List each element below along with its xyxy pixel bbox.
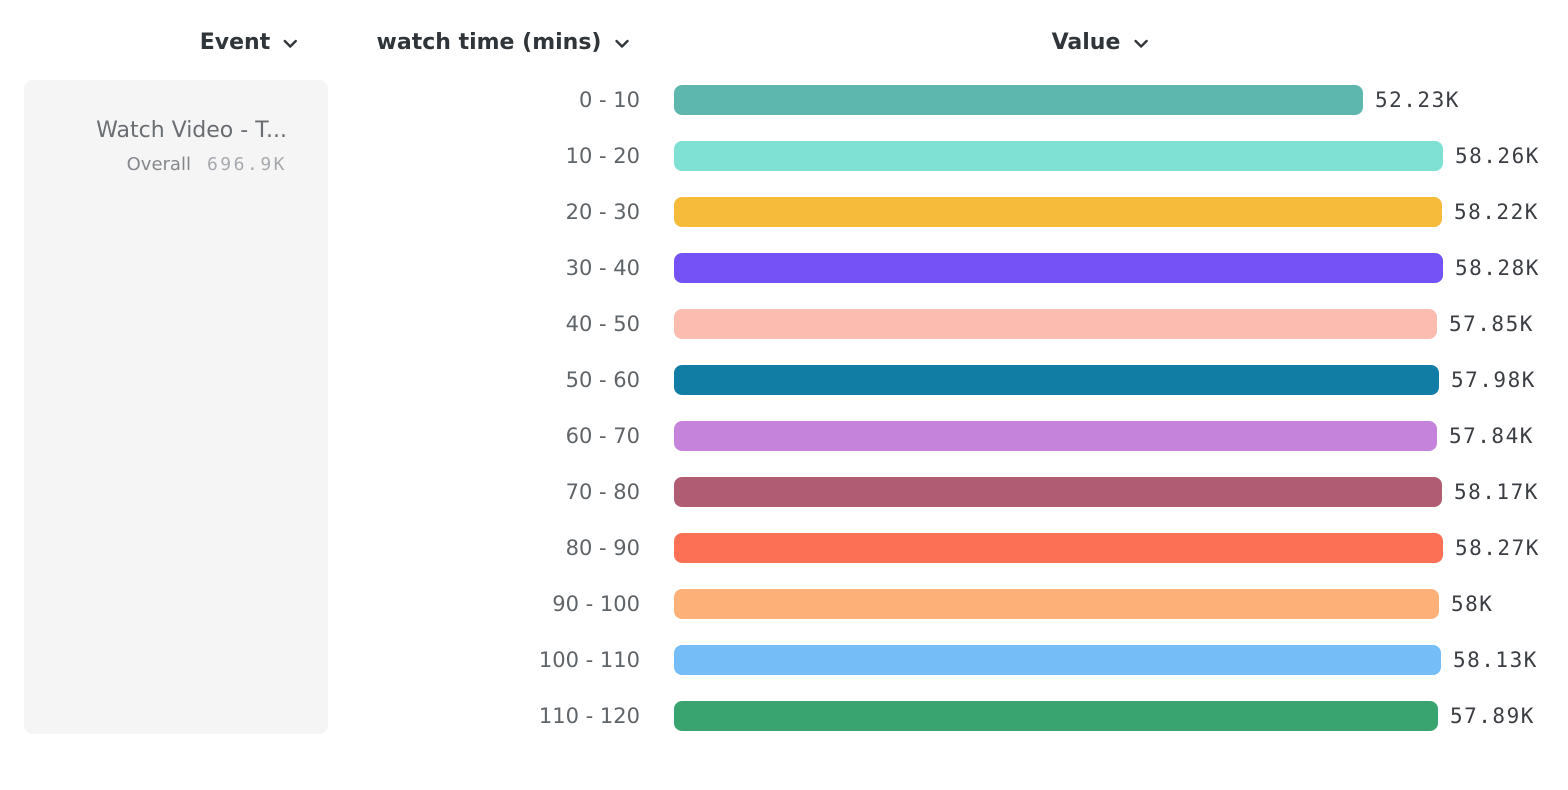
bucket-label: 10 - 20 bbox=[565, 144, 640, 168]
bucket-label: 70 - 80 bbox=[565, 480, 640, 504]
value-bar[interactable] bbox=[674, 589, 1439, 619]
column-header-event[interactable]: Event bbox=[200, 27, 298, 57]
bucket-label: 30 - 40 bbox=[565, 256, 640, 280]
overall-label: Overall bbox=[126, 154, 191, 175]
bucket-label: 40 - 50 bbox=[565, 312, 640, 336]
value-label: 57.89K bbox=[1450, 704, 1535, 728]
bucket-label: 90 - 100 bbox=[552, 592, 640, 616]
column-header-label: Value bbox=[1051, 29, 1121, 55]
bucket-label: 80 - 90 bbox=[565, 536, 640, 560]
bucket-label: 50 - 60 bbox=[565, 368, 640, 392]
chart-row: 90 - 100 58K bbox=[0, 576, 1568, 632]
value-label: 58K bbox=[1451, 592, 1494, 616]
value-bar[interactable] bbox=[674, 197, 1442, 227]
chart-row: 80 - 90 58.27K bbox=[0, 520, 1568, 576]
bucket-label: 100 - 110 bbox=[538, 648, 640, 672]
overall-row: Overall 696.9K bbox=[127, 154, 287, 175]
bucket-label: 0 - 10 bbox=[578, 88, 640, 112]
overall-value: 696.9K bbox=[206, 154, 287, 175]
column-header-value[interactable]: Value bbox=[1052, 27, 1149, 57]
bucket-label: 60 - 70 bbox=[565, 424, 640, 448]
chart-row: 40 - 50 57.85K bbox=[0, 296, 1568, 352]
chart-row: 70 - 80 58.17K bbox=[0, 464, 1568, 520]
value-bar[interactable] bbox=[674, 477, 1442, 507]
bucket-label: 110 - 120 bbox=[538, 704, 640, 728]
column-header-label: watch time (mins) bbox=[376, 29, 602, 55]
value-label: 57.98K bbox=[1451, 368, 1536, 392]
value-label: 58.27K bbox=[1455, 536, 1540, 560]
event-legend-card[interactable]: Watch Video - T... Overall 696.9K bbox=[24, 80, 328, 734]
chart-row: 20 - 30 58.22K bbox=[0, 184, 1568, 240]
value-label: 57.84K bbox=[1449, 424, 1534, 448]
chart-row: 100 - 110 58.13K bbox=[0, 632, 1568, 688]
value-bar[interactable] bbox=[674, 253, 1443, 283]
chart-row: 30 - 40 58.28K bbox=[0, 240, 1568, 296]
chart-row: 110 - 120 57.89K bbox=[0, 688, 1568, 744]
chart-row: 60 - 70 57.84K bbox=[0, 408, 1568, 464]
value-bar[interactable] bbox=[674, 85, 1363, 115]
value-label: 58.22K bbox=[1454, 200, 1539, 224]
value-label: 58.26K bbox=[1455, 144, 1540, 168]
value-label: 58.17K bbox=[1454, 480, 1539, 504]
value-label: 52.23K bbox=[1375, 88, 1460, 112]
value-bar[interactable] bbox=[674, 533, 1443, 563]
value-bar[interactable] bbox=[674, 141, 1443, 171]
event-name: Watch Video - T... bbox=[96, 118, 287, 143]
column-header-breakdown[interactable]: watch time (mins) bbox=[377, 27, 630, 57]
value-bar[interactable] bbox=[674, 645, 1441, 675]
chevron-down-icon bbox=[1133, 39, 1148, 49]
chart-row: 50 - 60 57.98K bbox=[0, 352, 1568, 408]
chart-row: 0 - 10 52.23K bbox=[0, 72, 1568, 128]
value-bar[interactable] bbox=[674, 701, 1438, 731]
value-label: 57.85K bbox=[1449, 312, 1534, 336]
value-bar[interactable] bbox=[674, 309, 1437, 339]
chart-row: 10 - 20 58.26K bbox=[0, 128, 1568, 184]
value-bar[interactable] bbox=[674, 365, 1439, 395]
chevron-down-icon bbox=[614, 39, 629, 49]
value-label: 58.28K bbox=[1455, 256, 1540, 280]
column-header-label: Event bbox=[199, 29, 271, 55]
bar-chart: 0 - 10 52.23K 10 - 20 58.26K 20 - 30 58.… bbox=[0, 72, 1568, 744]
value-bar[interactable] bbox=[674, 421, 1437, 451]
value-label: 58.13K bbox=[1453, 648, 1538, 672]
bucket-label: 20 - 30 bbox=[565, 200, 640, 224]
chevron-down-icon bbox=[283, 39, 298, 49]
